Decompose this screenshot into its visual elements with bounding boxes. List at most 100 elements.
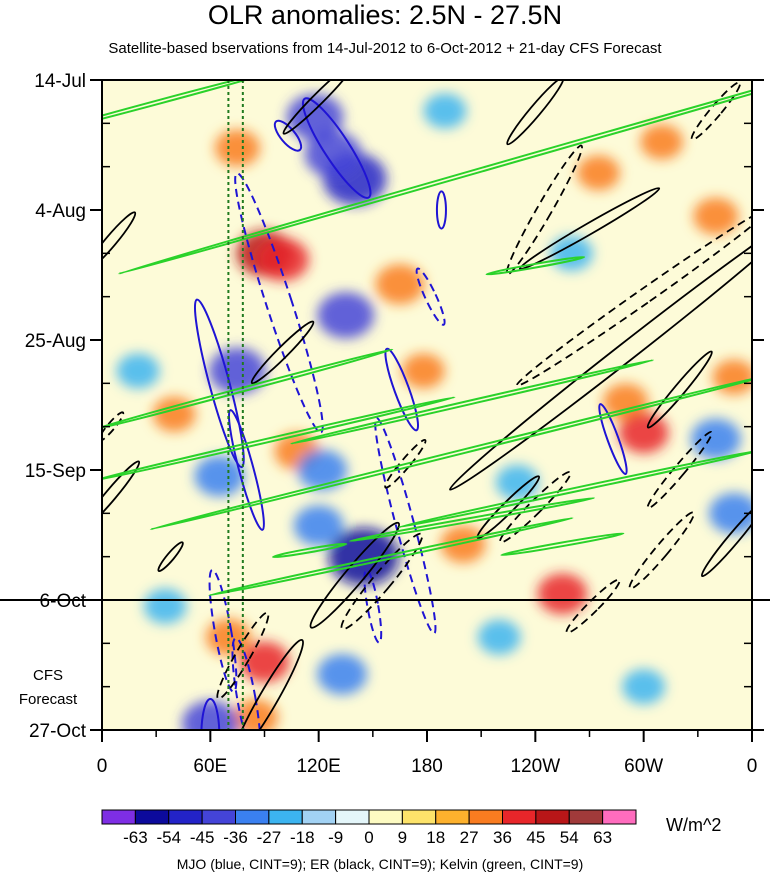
colorbar-label-1: -54	[156, 828, 181, 847]
er-contour-19	[102, 411, 125, 442]
mjo-contour-3	[227, 409, 265, 531]
anomaly-blob-28	[317, 653, 367, 695]
anomaly-blob-21	[304, 131, 362, 178]
colorbar-label-3: -36	[223, 828, 248, 847]
mjo-contour-7	[415, 267, 446, 326]
anomaly-blob-13	[537, 573, 588, 615]
colorbar-label-10: 27	[460, 828, 479, 847]
kelvin-contour-3	[102, 396, 456, 482]
colorbar-box-4	[235, 809, 270, 825]
colorbar-label-2: -45	[190, 828, 215, 847]
mjo-contour-13	[200, 698, 221, 730]
er-contour-20	[157, 541, 184, 572]
er-contour-9	[515, 206, 752, 387]
y-tick-label-4: 6-Oct	[40, 591, 87, 612]
anomaly-blob-12	[232, 699, 279, 730]
anomaly-blob-3	[375, 264, 425, 305]
kelvin-contour-11	[272, 542, 348, 559]
colorbar: -63 -54 -45 -36 -27 -18 -9 0 9 18 27 36 45 54 63	[101, 809, 637, 847]
forecast-label-line2: Forecast	[18, 691, 78, 708]
colorbar-box-14	[568, 809, 604, 825]
x-tick-label-2: 120E	[296, 756, 340, 777]
colorbar-box-0	[101, 809, 136, 825]
mjo-contour-9	[208, 568, 238, 693]
anomaly-blob-9	[693, 197, 739, 235]
colorbar-label-5: -18	[290, 828, 315, 847]
anomaly-blob-10	[239, 641, 290, 683]
anomaly-blob-15	[152, 396, 196, 432]
mjo-contour-8	[435, 190, 447, 230]
anomaly-blob-31	[691, 418, 741, 460]
er-contour-16	[282, 80, 355, 135]
colorbar-label-11: 36	[493, 828, 512, 847]
er-contour-22	[565, 578, 621, 634]
colorbar-box-8	[368, 809, 403, 825]
y-tick-label-0: 14-Jul	[34, 71, 86, 92]
kelvin-contour-8	[349, 496, 596, 543]
anomaly-blob-22	[317, 292, 375, 339]
y-tick-label-3: 15-Sep	[25, 461, 86, 482]
mjo-contour-10	[231, 637, 262, 730]
x-tick-label-0: 0	[97, 756, 108, 777]
colorbar-box-12	[502, 809, 537, 825]
colorbar-box-13	[535, 809, 570, 825]
anomaly-blob-27	[182, 700, 239, 730]
er-contour-5	[499, 470, 572, 544]
colorbar-box-11	[468, 809, 503, 825]
x-tick-label-1: 60E	[193, 756, 227, 777]
er-contour-14	[506, 80, 565, 146]
er-contour-21	[250, 320, 315, 385]
anomaly-blob-26	[194, 455, 245, 497]
kelvin-contour-7	[208, 517, 574, 597]
chart-subtitle: Satellite-based bservations from 14-Jul-…	[108, 40, 662, 57]
y-tick-label-1: 4-Aug	[35, 201, 86, 222]
x-tick-label-3: 180	[411, 756, 443, 777]
chart-title: OLR anomalies: 2.5N - 27.5N	[207, 0, 563, 30]
anomaly-blob-8	[640, 124, 684, 160]
anomaly-blob-35	[477, 619, 521, 655]
er-contour-1	[340, 532, 424, 631]
kelvin-contour-5	[149, 372, 752, 531]
er-contour-17	[102, 211, 137, 271]
colorbar-box-9	[401, 809, 437, 825]
colorbar-box-10	[435, 809, 470, 825]
colorbar-box-5	[268, 809, 303, 825]
colorbar-box-6	[301, 809, 337, 825]
colorbar-label-12: 45	[526, 828, 545, 847]
colorbar-label-0: -63	[123, 828, 148, 847]
contour-legend: MJO (blue, CINT=9); ER (black, CINT=9); …	[176, 856, 584, 872]
colorbar-label-14: 63	[593, 828, 612, 847]
y-tick-label-2: 25-Aug	[25, 331, 86, 352]
kelvin-contour-6	[397, 448, 752, 529]
anomaly-blob-34	[143, 588, 187, 624]
er-contour-10	[646, 350, 713, 429]
er-contour-0	[309, 521, 400, 629]
axes: 14-Jul 4-Aug 25-Aug 15-Sep 6-Oct 27-Oct 0 60E 12…	[25, 71, 764, 777]
kelvin-contour-4	[290, 359, 655, 445]
er-contour-13	[646, 431, 713, 509]
er-contour-2	[232, 639, 304, 730]
mjo-contour-5	[384, 347, 420, 432]
colorbar-units: W/m^2	[666, 815, 722, 835]
anomaly-blob-32	[709, 492, 752, 534]
colorbar-box-15	[602, 809, 637, 825]
er-contour-7	[518, 187, 661, 270]
forecast-label-line1: CFS	[33, 667, 63, 684]
colorbar-box-1	[134, 809, 170, 825]
mjo-contour-0	[301, 97, 372, 199]
x-tick-label-6: 0	[747, 756, 758, 777]
er-contour-8	[449, 214, 752, 491]
colorbar-label-8: 9	[398, 828, 407, 847]
er-contour-12	[700, 499, 752, 578]
kelvin-contour-9	[500, 532, 625, 557]
anomaly-blob-0	[214, 129, 260, 167]
er-contour-3	[216, 611, 270, 700]
anomaly-blob-20	[286, 93, 344, 141]
er-contour-18	[102, 460, 141, 530]
anomaly-blob-14	[440, 525, 486, 563]
x-tick-label-4: 120W	[511, 756, 561, 777]
kelvin-contour-0	[102, 80, 275, 134]
colorbar-label-9: 18	[426, 828, 445, 847]
colorbar-box-3	[201, 809, 236, 825]
